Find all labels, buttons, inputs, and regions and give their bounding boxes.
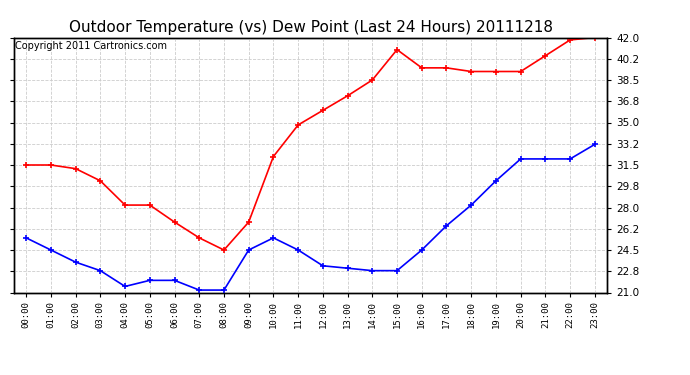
Title: Outdoor Temperature (vs) Dew Point (Last 24 Hours) 20111218: Outdoor Temperature (vs) Dew Point (Last…: [68, 20, 553, 35]
Text: Copyright 2011 Cartronics.com: Copyright 2011 Cartronics.com: [15, 41, 167, 51]
